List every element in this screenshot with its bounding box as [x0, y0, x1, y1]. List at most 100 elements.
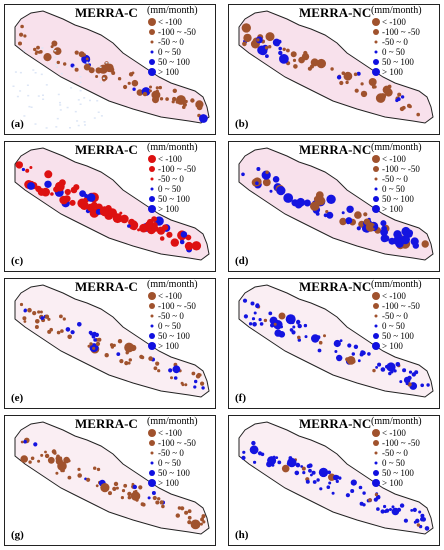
- station-marker: [256, 167, 261, 171]
- panel-title: MERRA-NC: [299, 416, 372, 431]
- station-marker: [393, 236, 402, 246]
- station-marker: [310, 473, 313, 477]
- legend-marker: [150, 324, 154, 328]
- data-gap-speckle: [19, 90, 22, 92]
- station-marker: [23, 320, 27, 323]
- data-gap-speckle: [55, 126, 58, 128]
- data-gap-speckle: [30, 106, 33, 108]
- station-marker: [172, 88, 177, 94]
- station-marker: [326, 194, 336, 204]
- panel-title: MERRA-NC: [299, 279, 372, 294]
- legend-item: 50 ~ 100: [371, 57, 439, 67]
- data-gap-speckle: [45, 127, 48, 129]
- station-marker: [137, 228, 141, 232]
- station-marker: [142, 91, 148, 97]
- station-marker: [351, 359, 356, 364]
- panel-label: (h): [235, 529, 249, 541]
- station-marker: [67, 459, 71, 463]
- legend-label: -50 ~ 0: [158, 174, 184, 184]
- station-marker: [275, 456, 279, 459]
- legend-label: < -100: [382, 17, 406, 27]
- station-marker: [40, 453, 44, 457]
- station-marker: [397, 92, 402, 97]
- station-marker: [155, 361, 160, 366]
- station-marker: [37, 50, 42, 54]
- legend-marker: [148, 342, 156, 350]
- legend-item: -50 ~ 0: [147, 37, 215, 47]
- station-marker: [400, 235, 410, 245]
- legend-label: > 100: [382, 341, 403, 351]
- station-marker: [265, 170, 269, 174]
- station-marker: [255, 181, 259, 185]
- station-marker: [185, 234, 192, 241]
- data-gap-speckle: [96, 100, 99, 102]
- station-marker: [43, 53, 52, 62]
- station-marker: [313, 201, 320, 208]
- data-gap-speckle: [89, 99, 91, 102]
- legend-label: -100 ~ -50: [382, 27, 420, 37]
- station-marker: [420, 383, 424, 388]
- legend-marker: [373, 470, 379, 476]
- legend-item: > 100: [371, 204, 439, 214]
- legend-label: > 100: [158, 204, 179, 214]
- station-marker: [56, 330, 61, 335]
- legend-item: < -100: [147, 291, 215, 301]
- station-marker: [117, 77, 122, 81]
- data-gap-speckle: [108, 62, 111, 64]
- station-marker: [23, 34, 27, 38]
- station-marker: [155, 86, 159, 90]
- station-marker: [195, 103, 200, 108]
- legend-item: < -100: [371, 17, 439, 27]
- station-marker: [411, 372, 416, 377]
- station-marker: [412, 507, 417, 512]
- station-marker: [37, 459, 41, 463]
- station-marker: [279, 54, 289, 64]
- legend-marker: [150, 40, 154, 44]
- legend-title: (mm/month): [371, 416, 422, 427]
- station-marker: [113, 481, 119, 487]
- station-marker: [159, 97, 164, 101]
- station-marker: [365, 222, 376, 232]
- legend-item: < -100: [147, 428, 215, 438]
- station-marker: [55, 456, 60, 461]
- station-marker: [157, 369, 161, 373]
- station-marker: [172, 96, 177, 102]
- station-marker: [21, 167, 25, 172]
- legend-marker: [373, 166, 379, 172]
- station-marker: [51, 449, 57, 454]
- station-marker: [242, 41, 247, 47]
- station-marker: [119, 211, 123, 215]
- map-d: [238, 147, 434, 261]
- station-marker: [350, 479, 357, 486]
- legend-label: -100 ~ -50: [158, 301, 196, 311]
- station-marker: [341, 71, 346, 75]
- station-marker: [29, 166, 33, 169]
- data-gap-speckle: [83, 121, 86, 123]
- station-marker: [87, 344, 91, 348]
- nepal-boundary: [238, 421, 434, 535]
- station-marker: [55, 471, 59, 475]
- station-marker: [272, 176, 280, 183]
- legend-label: < -100: [158, 154, 182, 164]
- legend-item: 0 ~ 50: [371, 458, 439, 468]
- station-marker: [35, 185, 42, 193]
- legend-marker: [149, 303, 155, 309]
- station-marker: [253, 460, 257, 464]
- station-marker: [248, 322, 253, 326]
- station-marker: [20, 24, 24, 29]
- station-marker: [339, 339, 343, 342]
- station-marker: [128, 220, 139, 230]
- legend-title: (mm/month): [371, 279, 422, 290]
- station-marker: [32, 311, 37, 316]
- panel-label: (c): [11, 255, 24, 267]
- station-marker: [290, 51, 297, 58]
- station-marker: [316, 478, 320, 482]
- station-marker: [379, 93, 387, 100]
- station-marker: [74, 67, 79, 72]
- station-marker: [44, 453, 50, 459]
- station-marker: [81, 54, 91, 64]
- station-marker: [416, 112, 420, 117]
- station-marker: [334, 350, 338, 353]
- station-marker: [158, 85, 162, 90]
